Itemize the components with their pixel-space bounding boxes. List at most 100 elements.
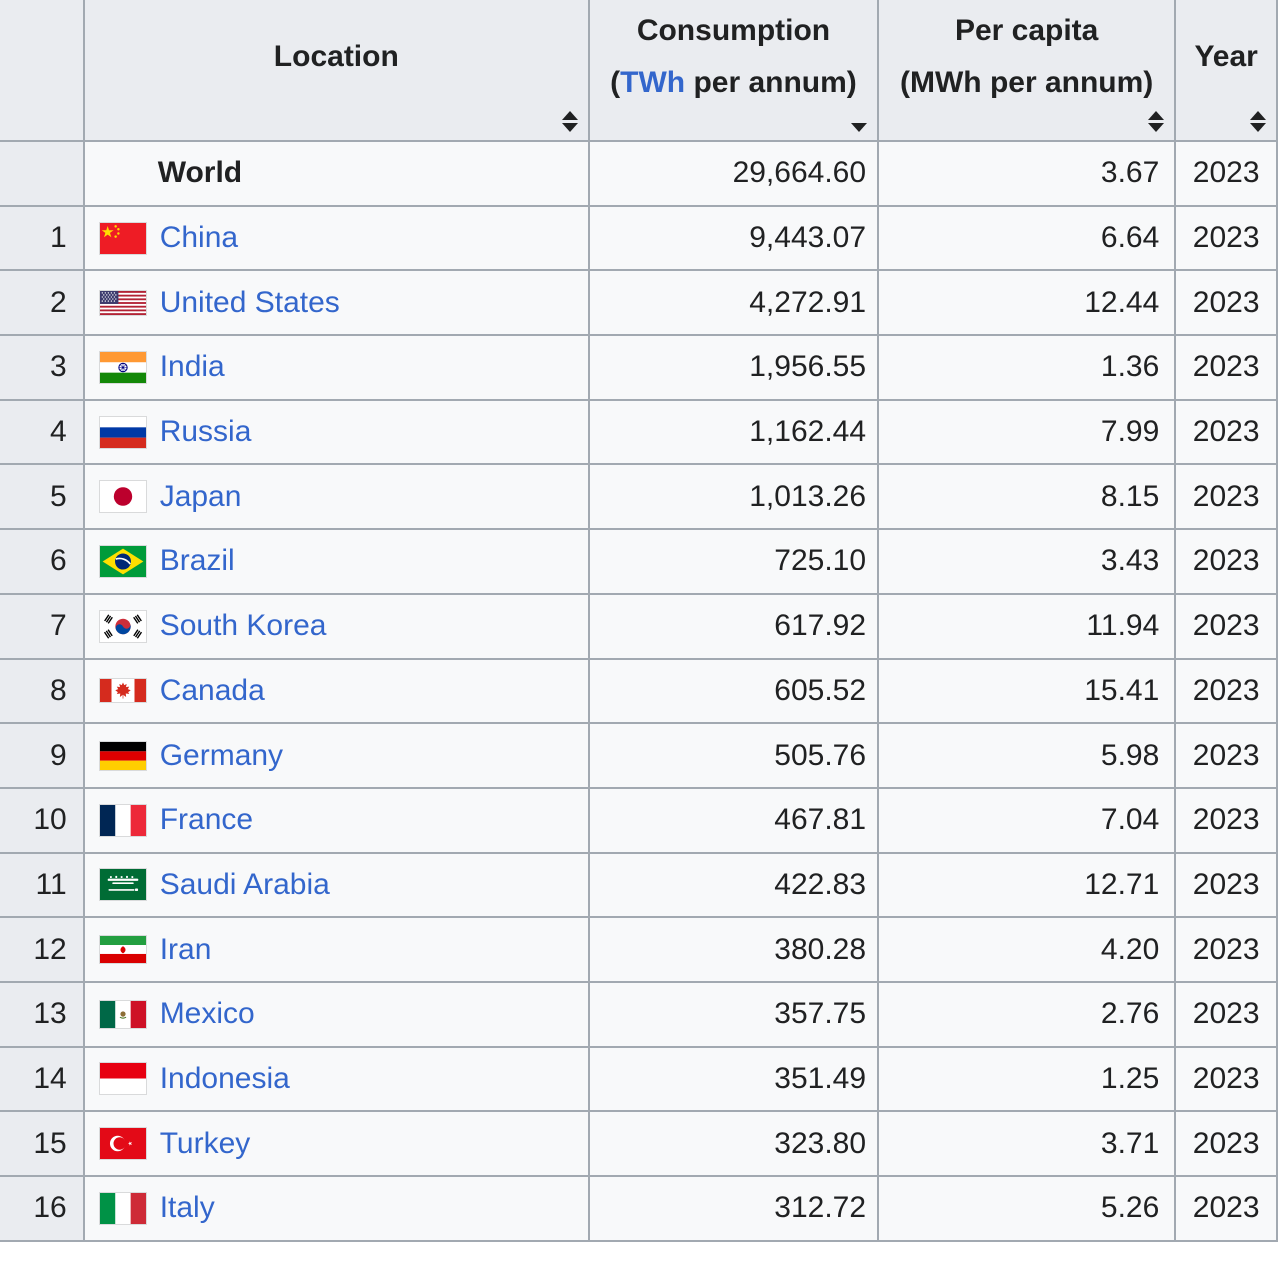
consumption-cell: 351.49 xyxy=(587,1045,880,1113)
location-cell: Canada xyxy=(82,657,590,725)
per-capita-cell: 1.25 xyxy=(877,1045,1177,1113)
location-cell: India xyxy=(82,334,590,401)
table-row: 15 Turkey 323.80 3.71 2023 xyxy=(0,1110,1278,1177)
consumption-cell: 505.76 xyxy=(587,722,880,789)
table-row: 13 Mexico 357.75 2.76 2023 xyxy=(0,980,1278,1048)
country-link[interactable]: Japan xyxy=(159,479,242,513)
rank-cell: 2 xyxy=(0,269,85,337)
france-flag-icon xyxy=(99,804,160,836)
rank-cell: 13 xyxy=(0,980,85,1048)
table-row: 5 Japan 1,013.26 8.15 2023 xyxy=(0,463,1278,531)
indonesia-flag-icon xyxy=(99,1063,160,1095)
location-cell: United States xyxy=(82,269,590,337)
country-link[interactable]: India xyxy=(159,350,225,384)
per-capita-cell: 6.64 xyxy=(877,204,1177,272)
location-cell: France xyxy=(82,786,590,854)
country-link[interactable]: Mexico xyxy=(159,997,255,1031)
consumption-cell: 467.81 xyxy=(587,786,880,854)
iran-flag-icon xyxy=(99,936,160,964)
country-link[interactable]: Saudi Arabia xyxy=(159,867,330,901)
turkey-flag-icon xyxy=(99,1128,160,1160)
location-cell: Iran xyxy=(82,916,590,983)
country-link[interactable]: Russia xyxy=(159,415,252,449)
rank-cell: 5 xyxy=(0,463,85,531)
country-link[interactable]: Canada xyxy=(159,673,265,707)
rank-cell: 12 xyxy=(0,916,85,983)
per-capita-cell: 5.98 xyxy=(877,722,1177,789)
consumption-cell: 323.80 xyxy=(587,1110,880,1177)
consumption-cell: 605.52 xyxy=(587,657,880,725)
sort-both-icon xyxy=(1148,111,1165,132)
rank-cell: 7 xyxy=(0,592,85,660)
location-cell: China xyxy=(82,204,590,272)
world-row: World 29,664.60 3.67 2023 xyxy=(0,140,1278,207)
location-cell: Russia xyxy=(82,398,590,466)
germany-flag-icon xyxy=(99,741,160,770)
location-cell: South Korea xyxy=(82,592,590,660)
country-link[interactable]: Indonesia xyxy=(159,1061,290,1095)
consumption-cell: 312.72 xyxy=(587,1175,880,1242)
country-link[interactable]: Turkey xyxy=(159,1126,251,1160)
rank-cell: 3 xyxy=(0,334,85,401)
consumption-cell: 1,956.55 xyxy=(587,334,880,401)
year-cell: 2023 xyxy=(1174,140,1278,207)
country-link[interactable]: Brazil xyxy=(159,544,235,578)
consumption-cell: 1,013.26 xyxy=(587,463,880,531)
country-link[interactable]: Iran xyxy=(159,932,212,966)
country-link[interactable]: China xyxy=(159,221,239,255)
consumption-header-unit: (TWh per annum) xyxy=(610,66,857,99)
rank-cell: 11 xyxy=(0,851,85,919)
twh-link[interactable]: TWh xyxy=(620,66,686,99)
per-capita-cell: 5.26 xyxy=(877,1175,1177,1242)
rank-cell: 9 xyxy=(0,722,85,789)
rank-cell: 6 xyxy=(0,528,85,595)
rank-cell: 15 xyxy=(0,1110,85,1177)
rank-cell: 14 xyxy=(0,1045,85,1113)
table-row: 8 Canada 605.52 15.41 2023 xyxy=(0,657,1278,725)
location-header[interactable]: Location xyxy=(82,0,590,142)
per-capita-header[interactable]: Per capita (MWh per annum) xyxy=(877,0,1177,142)
table-row: 3 India 1,956.55 1.36 2023 xyxy=(0,334,1278,401)
year-cell: 2023 xyxy=(1174,1110,1278,1177)
year-cell: 2023 xyxy=(1174,657,1278,725)
year-header-label: Year xyxy=(1194,40,1258,73)
location-cell: Japan xyxy=(82,463,590,531)
year-cell: 2023 xyxy=(1174,592,1278,660)
per-capita-cell: 8.15 xyxy=(877,463,1177,531)
country-link[interactable]: South Korea xyxy=(159,609,327,643)
per-capita-cell: 7.04 xyxy=(877,786,1177,854)
table-row: 10 France 467.81 7.04 2023 xyxy=(0,786,1278,854)
country-link[interactable]: Germany xyxy=(159,738,284,772)
table-row: 1 China 9,443.07 6.64 2023 xyxy=(0,204,1278,272)
table-row: 9 Germany 505.76 5.98 2023 xyxy=(0,722,1278,789)
year-cell: 2023 xyxy=(1174,269,1278,337)
united-states-flag-icon xyxy=(99,290,160,315)
china-flag-icon xyxy=(99,222,160,254)
consumption-header[interactable]: Consumption (TWh per annum) xyxy=(587,0,880,142)
per-capita-cell: 4.20 xyxy=(877,916,1177,983)
consumption-cell: 9,443.07 xyxy=(587,204,880,272)
table-row: 4 Russia 1,162.44 7.99 2023 xyxy=(0,398,1278,466)
per-capita-cell: 15.41 xyxy=(877,657,1177,725)
consumption-cell: 422.83 xyxy=(587,851,880,919)
country-link[interactable]: Italy xyxy=(159,1191,215,1225)
electricity-consumption-table: Location Consumption (TWh per annum) Per… xyxy=(0,0,1278,1242)
india-flag-icon xyxy=(99,351,160,383)
table-row: 2 United States 4,272.91 12.44 2023 xyxy=(0,269,1278,337)
year-header[interactable]: Year xyxy=(1174,0,1278,142)
rank-cell: 1 xyxy=(0,204,85,272)
location-cell: Brazil xyxy=(82,528,590,595)
consumption-cell: 4,272.91 xyxy=(587,269,880,337)
table-row: 14 Indonesia 351.49 1.25 2023 xyxy=(0,1045,1278,1113)
header-row: Location Consumption (TWh per annum) Per… xyxy=(0,0,1278,142)
table-row: 16 Italy 312.72 5.26 2023 xyxy=(0,1175,1278,1242)
consumption-cell: 380.28 xyxy=(587,916,880,983)
per-capita-cell: 1.36 xyxy=(877,334,1177,401)
canada-flag-icon xyxy=(99,679,160,703)
per-capita-cell: 7.99 xyxy=(877,398,1177,466)
country-link[interactable]: France xyxy=(159,803,254,837)
country-link[interactable]: United States xyxy=(159,285,340,319)
year-cell: 2023 xyxy=(1174,463,1278,531)
location-cell: Indonesia xyxy=(82,1045,590,1113)
saudi-arabia-flag-icon xyxy=(99,869,160,901)
